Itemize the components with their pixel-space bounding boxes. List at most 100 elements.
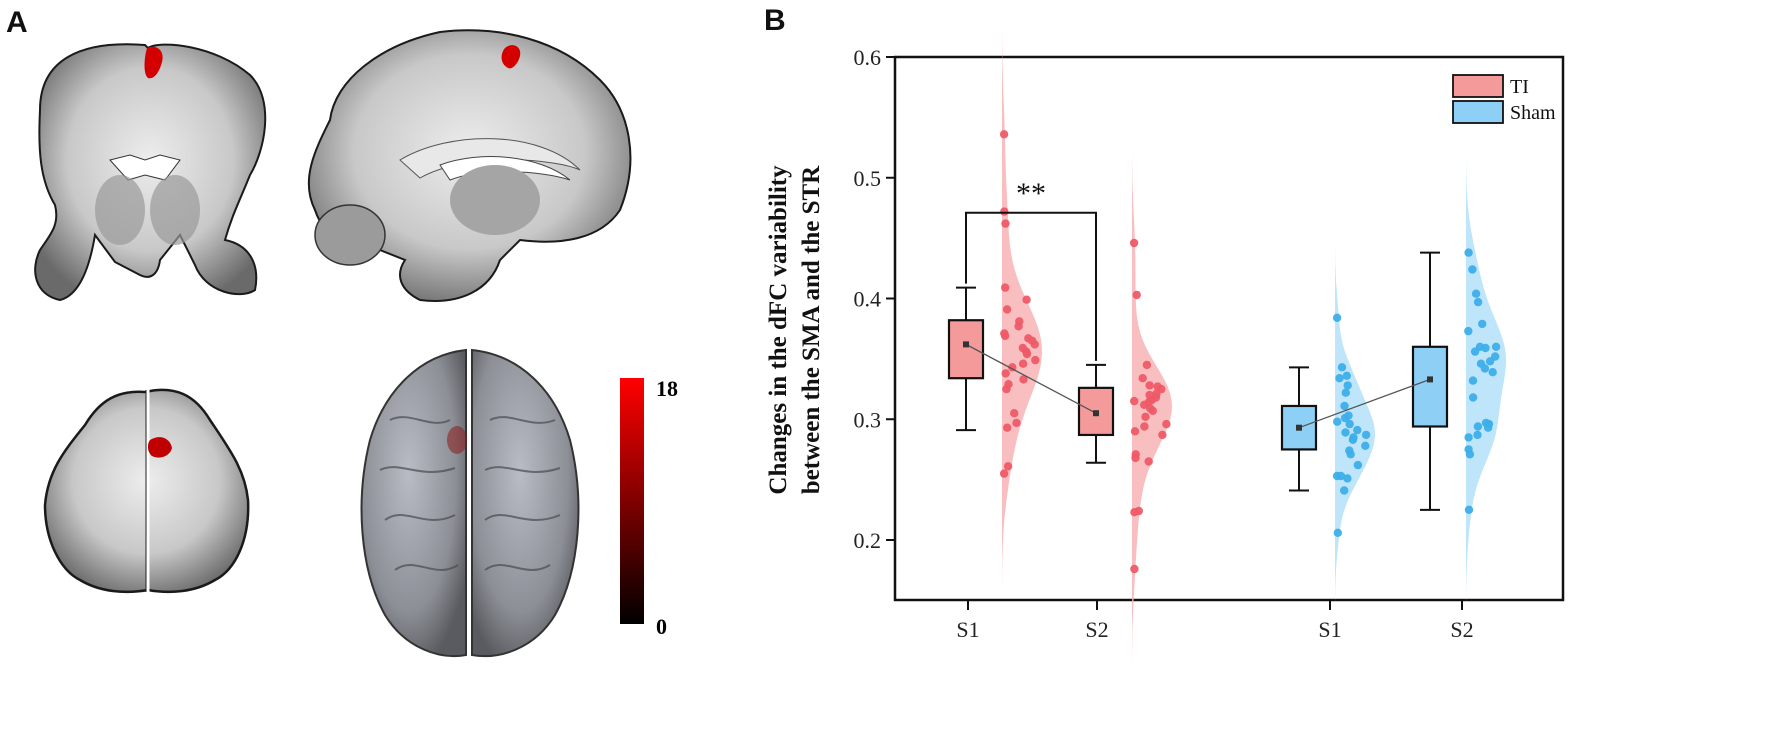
box-ti-s1 <box>947 286 985 432</box>
violin-ti-s1 <box>999 18 1042 590</box>
panel-a-brain-images <box>34 29 644 658</box>
data-point <box>1022 349 1032 359</box>
data-point <box>1464 326 1473 336</box>
legend: TI Sham <box>1452 74 1556 124</box>
y-tick-label: 0.4 <box>854 287 882 312</box>
axial-slice <box>43 388 250 594</box>
data-point <box>1341 428 1350 437</box>
mean-connector-line <box>965 343 1097 414</box>
activation-cluster <box>147 437 172 458</box>
data-point <box>1491 342 1501 351</box>
data-point <box>1144 457 1153 466</box>
legend-label: Sham <box>1510 102 1556 124</box>
activation-cluster <box>447 426 467 454</box>
data-point <box>1340 413 1350 423</box>
mean-connector-line <box>1298 378 1431 429</box>
data-point <box>1471 289 1481 298</box>
data-point <box>1141 412 1150 421</box>
activation-cluster <box>144 46 163 79</box>
data-point <box>1129 238 1139 248</box>
panel-a: A <box>0 0 720 741</box>
data-point <box>1145 381 1154 390</box>
data-point <box>1473 422 1483 431</box>
panel-a-label: A <box>6 6 28 39</box>
y-tick-label: 0.2 <box>854 528 882 553</box>
data-point <box>1158 430 1167 440</box>
violin-sham-s1 <box>1332 243 1375 608</box>
data-point <box>1335 374 1344 383</box>
data-point <box>1342 371 1351 380</box>
data-point <box>1340 401 1349 411</box>
panel-b: B 0.2 0.3 0.4 0.5 0.6 Changes in the dFC vari… <box>740 0 1772 741</box>
y-tick-label: 0.3 <box>854 407 882 432</box>
colorbar-max-label: 18 <box>656 376 678 401</box>
data-point <box>1468 393 1478 402</box>
data-point <box>1361 430 1371 440</box>
activation-cluster <box>501 45 521 69</box>
data-point <box>1003 462 1013 471</box>
data-point <box>1142 360 1152 370</box>
data-point <box>1332 313 1342 322</box>
data-point <box>1468 376 1478 385</box>
mean-marker <box>1427 376 1433 383</box>
data-point <box>1473 297 1483 307</box>
mean-marker <box>1296 424 1302 431</box>
data-point <box>1012 418 1021 428</box>
data-point <box>1333 417 1342 426</box>
data-point <box>1130 427 1140 436</box>
data-point <box>1465 450 1475 459</box>
legend-swatch <box>1452 74 1504 98</box>
data-point <box>999 130 1009 139</box>
data-point <box>1353 425 1362 435</box>
data-point <box>1353 460 1363 470</box>
mean-marker <box>963 341 969 348</box>
data-point <box>1002 384 1011 394</box>
data-point <box>1464 505 1474 514</box>
sagittal-slice <box>307 29 632 302</box>
data-point <box>1130 508 1139 517</box>
data-point <box>1010 409 1019 418</box>
violin-sham-s2 <box>1464 152 1506 610</box>
data-point <box>1341 388 1350 397</box>
data-point <box>1485 357 1495 366</box>
data-point <box>1030 340 1039 349</box>
colorbar <box>620 378 644 624</box>
legend-label: TI <box>1510 76 1529 98</box>
data-point <box>1001 369 1010 378</box>
data-point <box>1470 347 1480 356</box>
data-point <box>1140 422 1149 431</box>
data-point <box>1001 283 1010 292</box>
panel-b-label: B <box>764 4 786 37</box>
data-point <box>1478 319 1487 329</box>
data-point <box>1130 564 1139 574</box>
data-point <box>1000 207 1009 216</box>
colorbar-min-label: 0 <box>656 614 667 639</box>
data-point <box>1132 290 1141 300</box>
3d-surface-top-view <box>360 348 580 658</box>
data-point <box>1000 331 1010 341</box>
raincloud-chart: 0.2 0.3 0.4 0.5 0.6 Changes in the dFC variab… <box>765 18 1565 670</box>
data-point <box>1343 474 1352 483</box>
legend-swatch <box>1452 100 1504 124</box>
box-sham-s2 <box>1411 251 1449 511</box>
x-tick-label: S1 <box>956 617 979 642</box>
x-tick-label: S2 <box>1085 617 1108 642</box>
data-point <box>1333 528 1342 537</box>
x-tick-label: S1 <box>1318 617 1341 642</box>
data-point <box>1148 406 1157 415</box>
data-point <box>1337 363 1347 372</box>
data-point <box>1468 265 1477 274</box>
data-point <box>1003 423 1012 432</box>
data-point <box>1481 343 1490 353</box>
data-point <box>1031 355 1040 365</box>
y-tick-label: 0.6 <box>854 45 882 70</box>
mean-marker <box>1093 410 1099 417</box>
data-point <box>1018 359 1028 368</box>
data-point <box>1019 375 1028 384</box>
data-point <box>1138 374 1147 383</box>
data-point <box>1345 419 1354 429</box>
significance-bracket <box>965 211 1097 361</box>
data-point <box>1340 486 1349 495</box>
data-point <box>1348 435 1358 444</box>
data-point <box>1464 248 1473 257</box>
